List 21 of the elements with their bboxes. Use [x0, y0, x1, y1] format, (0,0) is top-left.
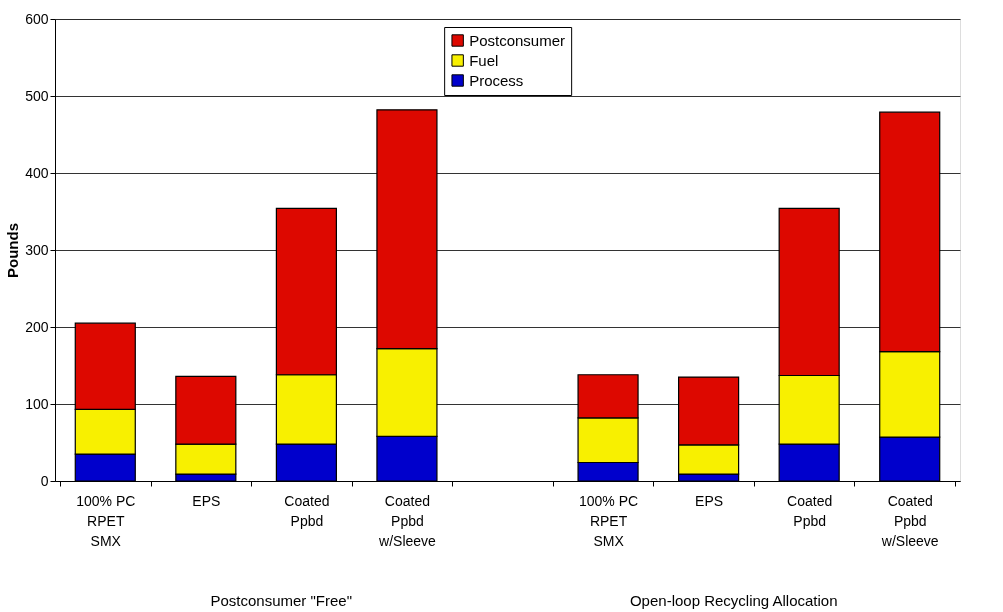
x-tick-label: Coated Ppbd: [284, 492, 330, 529]
y-axis-title: Pounds: [4, 223, 22, 278]
y-tick-label: 100: [25, 395, 49, 412]
y-tick-label: 300: [25, 241, 49, 258]
x-tick-label: EPS: [192, 492, 221, 509]
y-tick-label: 0: [40, 472, 49, 489]
text: Postconsumer "Free": [210, 592, 353, 609]
legend-label: Fuel: [469, 51, 499, 69]
y-tick-label: 500: [25, 87, 49, 104]
x-tick-label: Coated Ppbd: [787, 492, 833, 529]
legend-label: Process: [469, 71, 524, 89]
x-tick-label: Coated Ppbd w/Sleeve: [880, 492, 939, 549]
y-tick-label: 200: [25, 318, 49, 335]
x-tick-label: EPS: [695, 492, 724, 509]
x-tick-label: 100% PC RPET SMX: [578, 492, 639, 549]
text: Open-loop Recycling Allocation: [629, 592, 838, 609]
x-tick-label: Coated Ppbd w/Sleeve: [378, 492, 437, 549]
y-tick-label: 400: [25, 164, 49, 181]
x-tick-label: 100% PC RPET SMX: [76, 492, 136, 549]
y-tick-label: 600: [25, 10, 49, 27]
legend-label: Postconsumer: [469, 31, 566, 49]
